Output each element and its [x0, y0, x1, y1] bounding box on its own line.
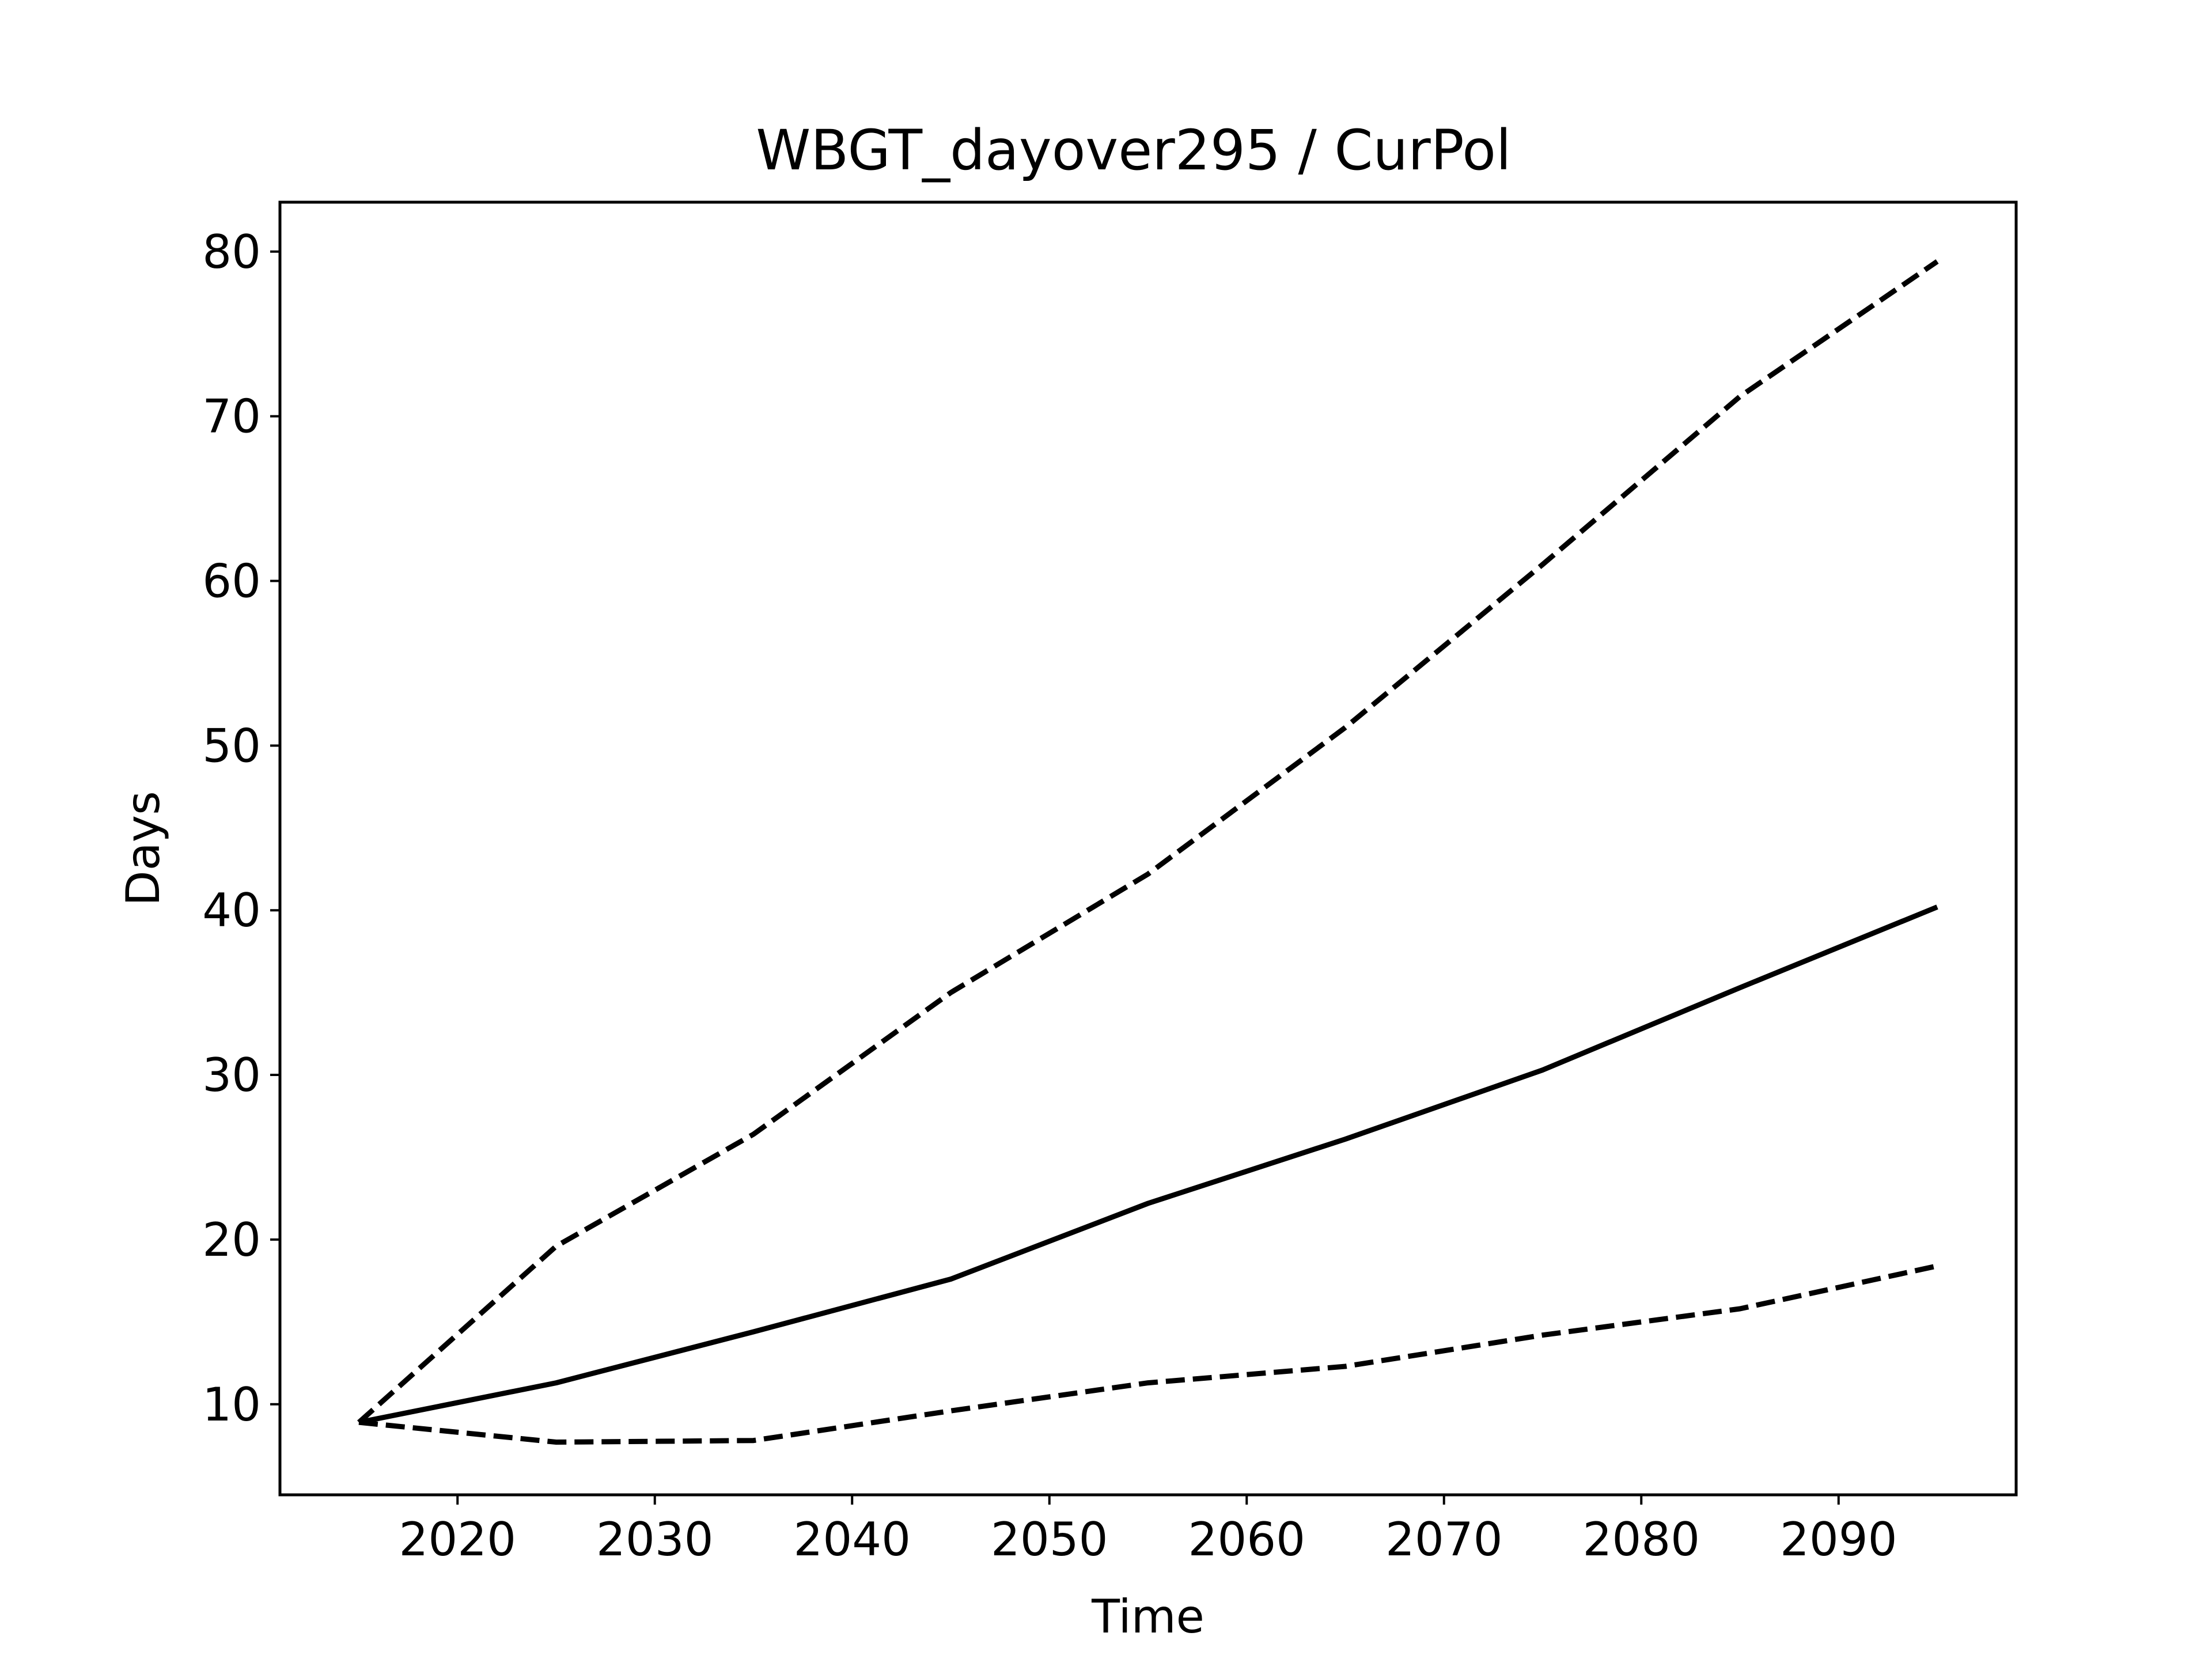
x-tick-label: 2030 [596, 1513, 714, 1566]
x-tick-label: 2070 [1385, 1513, 1503, 1566]
y-tick-label: 50 [202, 719, 261, 772]
series-line-3 [358, 1263, 1938, 1445]
y-tick-label: 10 [202, 1378, 261, 1431]
y-tick-label: 70 [202, 390, 261, 444]
plot-frame [278, 200, 2018, 1497]
x-axis: 2020 2030 2040 2050 2060 2070 2080 2090 [399, 1495, 1897, 1566]
x-tick-label: 2080 [1582, 1513, 1700, 1566]
x-tick-label: 2090 [1780, 1513, 1897, 1566]
y-tick-label: 30 [202, 1048, 261, 1102]
x-tick-label: 2040 [793, 1513, 911, 1566]
x-tick-label: 2060 [1188, 1513, 1305, 1566]
chart-title: WBGT_dayover295 / CurPol [756, 118, 1511, 183]
series-line-2 [357, 259, 1939, 1425]
y-tick-label: 60 [202, 554, 261, 608]
y-tick-label: 40 [202, 884, 261, 937]
series-line-1 [358, 904, 1938, 1425]
y-axis: 10 20 30 40 50 60 70 80 [202, 225, 280, 1431]
x-tick-label: 2050 [991, 1513, 1108, 1566]
x-tick-label: 2020 [399, 1513, 516, 1566]
y-tick-label: 20 [202, 1213, 261, 1267]
y-axis-title: Days [116, 791, 170, 906]
x-axis-title: Time [1091, 1590, 1205, 1643]
series-layer [357, 259, 1939, 1445]
y-tick-label: 80 [202, 225, 261, 279]
